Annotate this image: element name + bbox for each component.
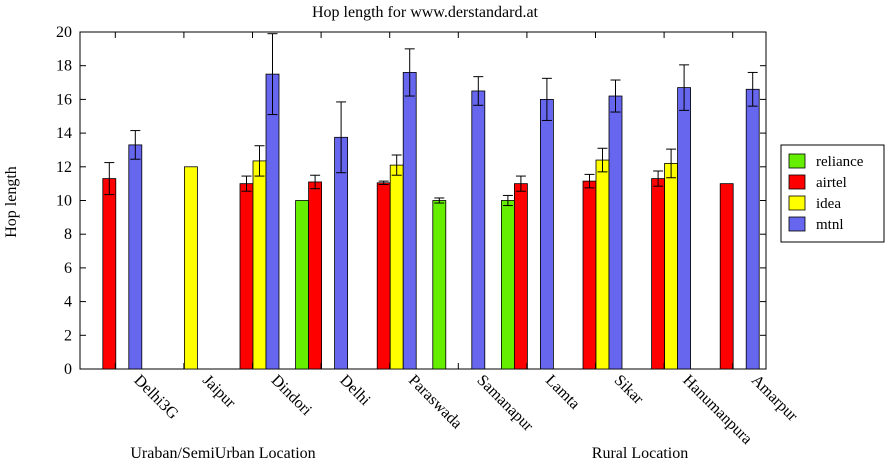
x-tick-label-sikar: Sikar [611,372,647,408]
error-bar-airtel-paraswada [378,180,389,185]
bar-mtnl-delhi3g [128,144,143,370]
y-tick-label: 2 [64,327,72,344]
x-tick-label-dindori: Dindori [268,372,316,420]
error-bar-mtnl-sikar [610,79,621,113]
error-bar-idea-dindori [254,145,265,177]
y-tick-label: 6 [64,260,72,277]
error-bar-airtel-delhi3g [104,162,115,196]
x-tick-label-paraswada: Paraswada [405,372,465,432]
legend-swatch-airtel [788,174,806,190]
chart-title: Hop length for www.derstandard.at [312,4,539,21]
x-tick-label-hanumanpura: Hanumanpura [679,372,755,448]
error-bar-airtel-hanumanpura [653,170,664,187]
legend-label-mtnl: mtnl [816,217,844,233]
x-tick-label-samanapur: Samanapur [473,372,536,435]
x-tick-label-delhi3g: Delhi3G [130,372,181,423]
error-bar-airtel-sikar [584,173,595,189]
bar-reliance-delhi [295,200,310,370]
y-tick-label: 0 [64,361,72,378]
error-bar-idea-sikar [597,147,608,173]
bar-mtnl-lamta [540,99,554,370]
bar-airtel-hanumanpura [651,178,665,370]
bar-reliance-lamta [500,200,515,370]
group-label-urban: Uraban/SemiUrban Location [130,445,315,462]
bar-airtel-sikar [582,180,597,370]
bar-mtnl-sikar [608,95,623,370]
y-tick-label: 18 [56,58,72,75]
y-tick-label: 8 [64,226,72,243]
legend-swatch-idea [788,195,806,211]
error-bar-idea-hanumanpura [666,148,677,179]
error-bar-airtel-lamta [515,175,526,192]
y-tick-label: 12 [56,159,72,176]
y-tick-label: 4 [64,294,72,311]
x-tick-label-amarpur: Amarpur [748,372,801,425]
x-axis: Delhi3G Jaipur Dindori Delhi Paraswada Samana… [114,32,801,448]
x-tick-label-jaipur: Jaipur [199,372,239,412]
bar-mtnl-dindori [265,73,280,370]
bar-mtnl-amarpur [745,88,760,370]
legend-swatch-mtnl [788,216,806,232]
y-axis-label: Hop length [3,166,20,238]
legend-swatch-reliance [788,153,806,169]
y-tick-label: 10 [56,193,72,210]
error-bar-mtnl-delhi3g [130,130,141,160]
y-tick-label: 20 [56,24,72,41]
error-bar-mtnl-dindori [267,33,278,116]
error-bar-airtel-delhi [310,174,321,190]
bar-mtnl-hanumanpura [677,87,691,370]
bar-idea-sikar [595,159,610,370]
error-bar-mtnl-hanumanpura [679,64,690,111]
group-label-rural: Rural Location [592,445,688,462]
y-axis: 0 2 4 6 8 10 12 14 16 18 20 [56,24,766,378]
bar-airtel-delhi3g [102,178,117,370]
bar-idea-jaipur [183,166,198,370]
bar-mtnl-samanapur [471,90,486,370]
legend: reliance airtel idea mtnl [780,144,885,243]
x-tick-label-lamta: Lamta [542,372,583,413]
bar-airtel-dindori [239,183,254,370]
error-bar-reliance-samanapur [434,197,445,204]
bar-idea-dindori [252,160,267,370]
legend-label-idea: idea [816,196,841,212]
error-bar-reliance-lamta [502,194,513,207]
bar-reliance-samanapur [432,200,447,370]
bars-layer [102,33,760,370]
bar-mtnl-paraswada [402,72,417,370]
bar-airtel-lamta [514,183,528,370]
y-tick-label: 14 [56,125,72,142]
y-tick-label: 16 [56,91,72,108]
bar-idea-hanumanpura [664,163,678,370]
error-bar-mtnl-delhi [336,101,347,174]
error-bar-mtnl-lamta [541,77,552,121]
bar-airtel-delhi [308,181,323,370]
bar-airtel-paraswada [376,182,391,370]
bar-idea-paraswada [389,164,404,370]
legend-label-airtel: airtel [816,175,847,191]
bar-airtel-amarpur [719,183,734,370]
x-tick-label-delhi: Delhi [336,372,374,410]
legend-label-reliance: reliance [816,154,864,170]
error-bar-airtel-dindori [241,175,252,192]
error-bar-mtnl-samanapur [473,76,484,106]
error-bar-mtnl-paraswada [404,48,415,97]
error-bar-idea-paraswada [391,154,402,176]
error-bar-mtnl-amarpur [747,71,758,107]
